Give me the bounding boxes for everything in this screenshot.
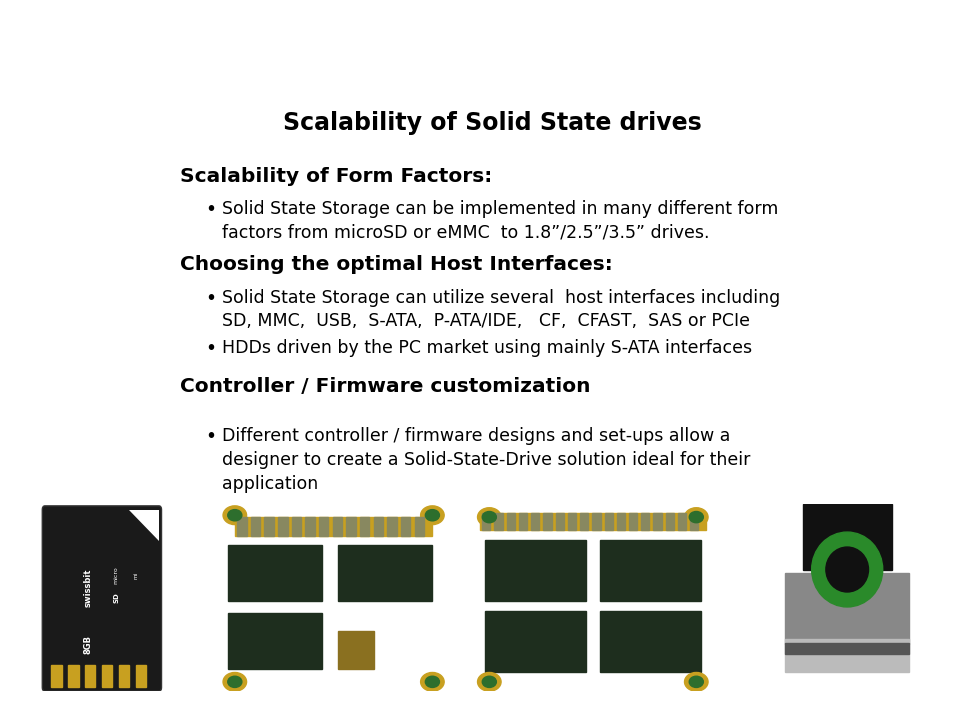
Bar: [52, 665, 61, 688]
Bar: [605, 513, 612, 530]
Text: Scalability of Form Factors:: Scalability of Form Factors:: [180, 167, 492, 186]
Circle shape: [425, 510, 440, 521]
Bar: [543, 513, 552, 530]
Bar: [292, 517, 301, 536]
Circle shape: [223, 672, 247, 691]
Bar: [531, 513, 540, 530]
Bar: [251, 517, 260, 536]
Text: SD: SD: [113, 593, 119, 603]
Bar: [278, 517, 287, 536]
Text: Choosing the optimal Host Interfaces:: Choosing the optimal Host Interfaces:: [180, 256, 612, 274]
Bar: [68, 665, 79, 688]
Bar: [580, 513, 588, 530]
Bar: [665, 513, 674, 530]
Bar: [401, 517, 410, 536]
Text: Solid State Storage can be implemented in many different form
factors from micro: Solid State Storage can be implemented i…: [222, 200, 779, 242]
Text: •: •: [205, 289, 217, 307]
Bar: [507, 513, 515, 530]
Circle shape: [228, 676, 242, 688]
Text: •: •: [205, 428, 217, 446]
Bar: [785, 642, 909, 654]
Circle shape: [420, 672, 444, 691]
Bar: [373, 517, 383, 536]
Bar: [568, 513, 576, 530]
Bar: [616, 513, 625, 530]
Text: 8GB: 8GB: [84, 635, 92, 654]
Bar: [485, 539, 586, 601]
Circle shape: [482, 676, 496, 688]
Bar: [102, 665, 112, 688]
Bar: [592, 513, 601, 530]
Bar: [387, 517, 396, 536]
Bar: [85, 665, 95, 688]
Polygon shape: [129, 510, 159, 541]
Circle shape: [482, 511, 496, 523]
Bar: [360, 517, 370, 536]
Text: Different controller / firmware designs and set-ups allow a
designer to create a: Different controller / firmware designs …: [222, 428, 751, 492]
Circle shape: [684, 508, 708, 526]
Bar: [600, 611, 701, 672]
Text: swissbit: swissbit: [84, 569, 92, 608]
Bar: [803, 504, 892, 570]
Bar: [482, 513, 491, 530]
Bar: [135, 665, 146, 688]
Circle shape: [689, 511, 704, 523]
Circle shape: [477, 508, 501, 526]
Text: HDDs driven by the PC market using mainly S-ATA interfaces: HDDs driven by the PC market using mainl…: [222, 338, 752, 356]
Bar: [264, 517, 274, 536]
Text: mi: mi: [133, 572, 138, 579]
Circle shape: [420, 506, 444, 525]
Bar: [237, 517, 247, 536]
Bar: [678, 513, 686, 530]
Text: •: •: [205, 338, 217, 358]
Text: micro: micro: [113, 566, 119, 584]
Bar: [119, 665, 129, 688]
Circle shape: [425, 676, 440, 688]
Bar: [485, 611, 586, 672]
Bar: [319, 517, 328, 536]
Circle shape: [223, 506, 247, 525]
Bar: [556, 513, 564, 530]
Text: Scalability of Solid State drives: Scalability of Solid State drives: [282, 112, 702, 135]
Bar: [641, 513, 650, 530]
Bar: [415, 517, 424, 536]
Text: Solid State Storage can utilize several  host interfaces including
SD, MMC,  USB: Solid State Storage can utilize several …: [222, 289, 780, 330]
Circle shape: [826, 547, 869, 592]
Bar: [228, 613, 322, 669]
Bar: [654, 513, 661, 530]
Bar: [228, 545, 322, 601]
Circle shape: [477, 672, 501, 691]
Bar: [629, 513, 637, 530]
Circle shape: [812, 532, 883, 607]
Text: Controller / Firmware customization: Controller / Firmware customization: [180, 377, 590, 397]
Circle shape: [228, 510, 242, 521]
Bar: [600, 539, 701, 601]
Bar: [785, 573, 909, 644]
Bar: [338, 631, 373, 669]
Circle shape: [689, 676, 704, 688]
Bar: [347, 517, 356, 536]
Bar: [338, 545, 432, 601]
FancyBboxPatch shape: [42, 506, 161, 691]
Bar: [494, 513, 503, 530]
Circle shape: [684, 672, 708, 691]
Bar: [333, 517, 342, 536]
Bar: [305, 517, 315, 536]
Bar: [785, 639, 909, 672]
Text: •: •: [205, 200, 217, 219]
Bar: [235, 517, 432, 536]
Bar: [690, 513, 699, 530]
Bar: [480, 513, 706, 530]
Bar: [519, 513, 527, 530]
